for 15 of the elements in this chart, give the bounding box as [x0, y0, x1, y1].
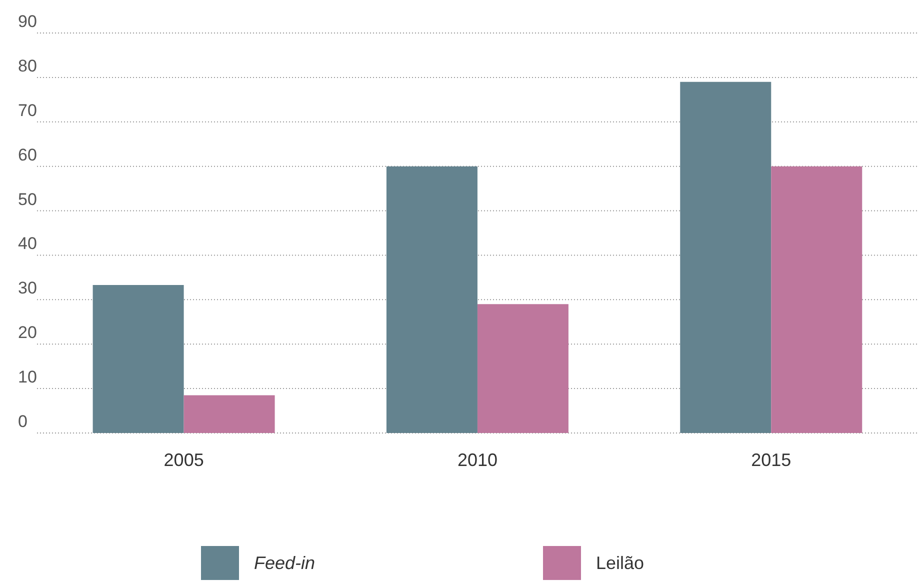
y-tick-label: 30: [18, 278, 37, 298]
legend-label: Leilão: [596, 552, 644, 574]
y-tick-label: 50: [18, 190, 37, 209]
x-tick-label: 2005: [164, 450, 204, 470]
y-tick-label: 20: [18, 323, 37, 342]
y-tick-label: 40: [18, 234, 37, 254]
legend-label: Feed-in: [254, 552, 316, 574]
y-tick-label: 60: [18, 145, 37, 164]
y-tick-label: 90: [18, 12, 37, 31]
x-tick-label: 2015: [751, 450, 792, 470]
y-tick-label: 10: [18, 368, 37, 387]
y-tick-label: 0: [18, 412, 28, 431]
y-tick-label: 80: [18, 56, 37, 76]
x-tick-label: 2010: [457, 450, 498, 470]
y-tick-label: 70: [18, 100, 37, 120]
